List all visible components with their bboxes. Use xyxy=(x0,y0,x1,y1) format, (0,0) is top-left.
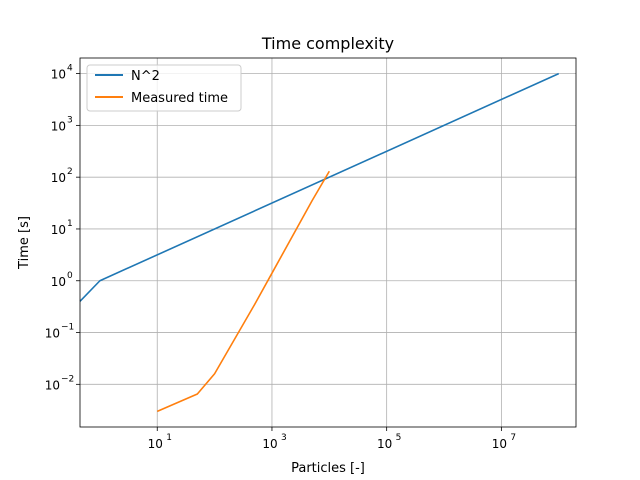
y-tick-exponent: 3 xyxy=(67,115,73,125)
legend-label-measured-time: Measured time xyxy=(131,91,228,106)
y-tick-exponent: 1 xyxy=(67,219,73,229)
x-tick-exponent: 1 xyxy=(166,433,172,443)
y-tick-exponent: −1 xyxy=(61,323,74,333)
series-line-n2 xyxy=(79,72,560,302)
y-tick-exponent: 0 xyxy=(67,271,73,281)
x-tick-label: 10 xyxy=(492,437,507,451)
x-tick-label: 10 xyxy=(377,437,392,451)
chart-title: Time complexity xyxy=(261,34,394,53)
x-tick-exponent: 3 xyxy=(281,433,287,443)
y-tick-label: 10 xyxy=(51,275,66,289)
y-tick-label: 10 xyxy=(45,378,60,392)
legend: N^2 Measured time xyxy=(86,64,242,112)
x-axis-label: Particles [-] xyxy=(291,461,365,476)
x-tick-exponent: 7 xyxy=(510,433,516,443)
plot-area-frame xyxy=(79,57,577,428)
y-tick-label: 10 xyxy=(51,68,66,82)
series-line-measured-time xyxy=(156,170,331,413)
y-tick-label: 10 xyxy=(51,223,66,237)
y-axis-label: Time [s] xyxy=(17,216,32,270)
y-tick-exponent: −2 xyxy=(61,374,74,384)
y-tick-exponent: 2 xyxy=(67,167,73,177)
x-tick-exponent: 5 xyxy=(396,433,402,443)
y-tick-exponent: 4 xyxy=(67,64,73,74)
legend-label-n2: N^2 xyxy=(131,69,160,84)
legend-box xyxy=(86,64,242,112)
series-layer xyxy=(79,72,560,413)
x-tick-label: 10 xyxy=(262,437,277,451)
x-tick-label: 10 xyxy=(148,437,163,451)
grid xyxy=(80,58,576,427)
y-tick-label: 10 xyxy=(51,171,66,185)
y-tick-label: 10 xyxy=(51,119,66,133)
y-tick-label: 10 xyxy=(45,327,60,341)
